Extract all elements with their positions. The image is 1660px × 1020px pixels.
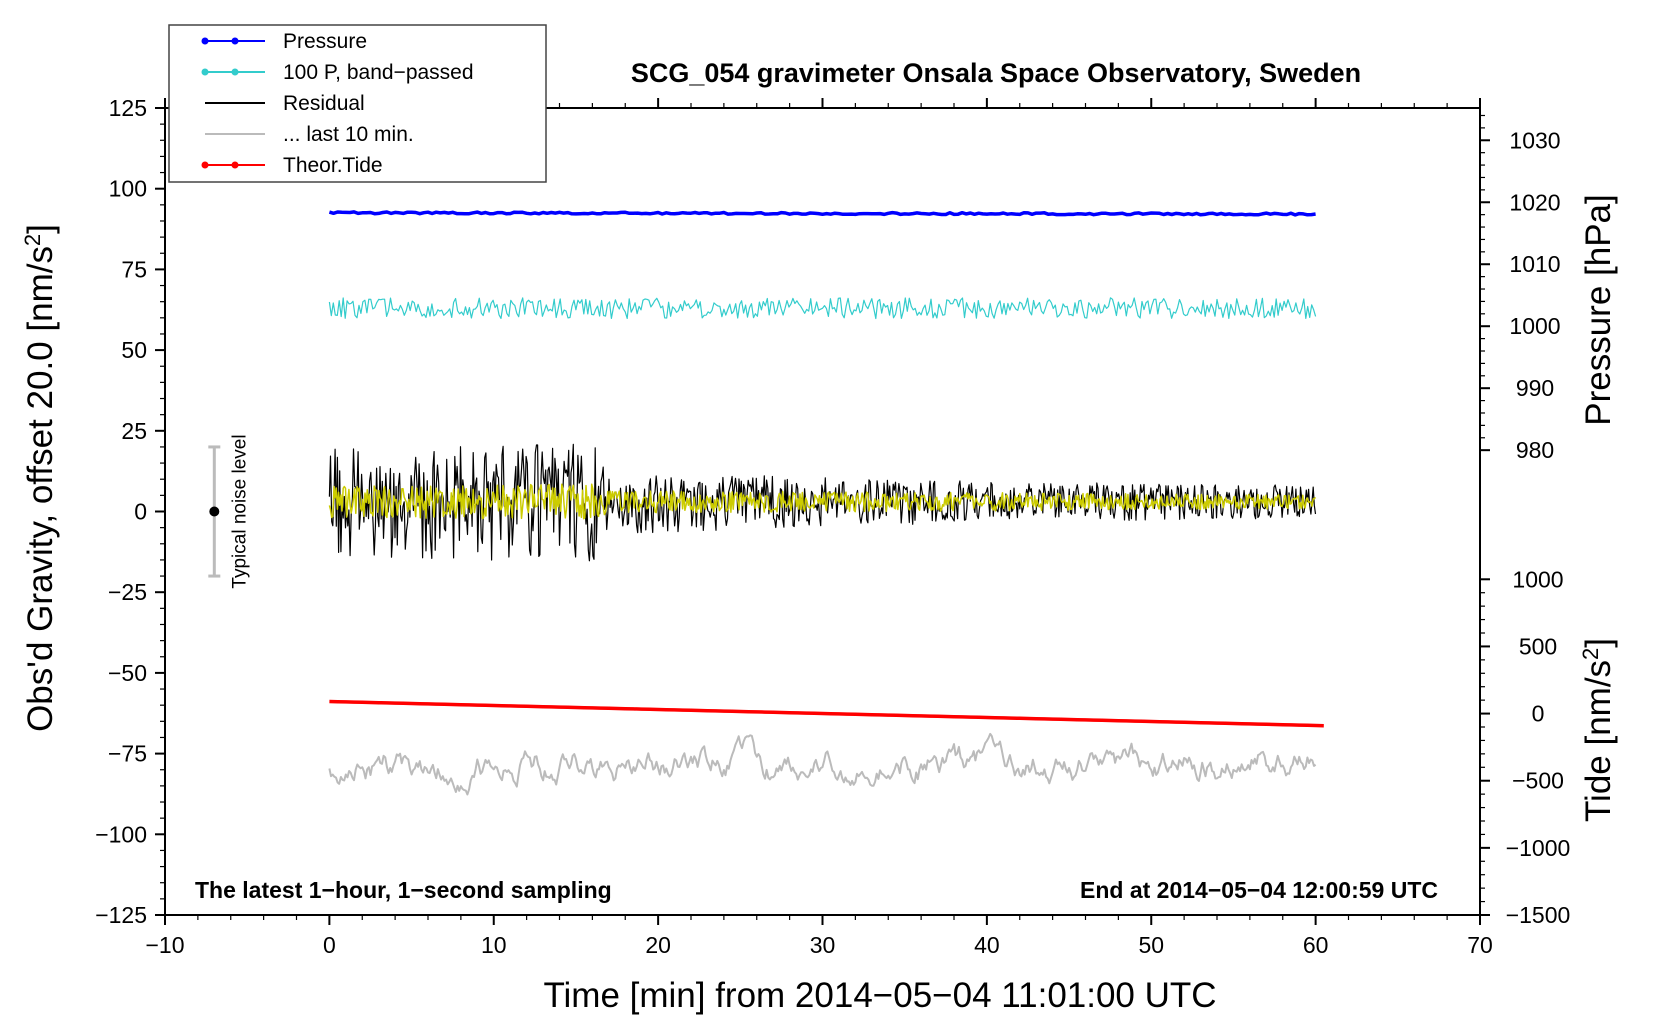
y-left-tick-label: −75	[108, 741, 147, 767]
y-left-tick-label: 125	[109, 95, 147, 121]
legend-label: Theor.Tide	[283, 154, 383, 177]
y-pressure-tick-label: 980	[1516, 437, 1554, 463]
y-axis-left-label: Obs'd Gravity, offset 20.0 [nm/s2]	[20, 224, 60, 732]
series-residual	[328, 443, 1317, 562]
note-end-time: End at 2014−05−04 12:00:59 UTC	[1080, 877, 1438, 903]
x-tick-label: 30	[810, 932, 836, 958]
legend-label: Residual	[283, 92, 365, 115]
x-tick-label: 50	[1138, 932, 1164, 958]
noise-level-dot	[209, 506, 220, 517]
series-last-10-min	[328, 732, 1317, 796]
x-tick-label: 20	[645, 932, 671, 958]
legend-marker	[201, 161, 209, 169]
y-axis-left-label-main: Obs'd Gravity, offset 20.0 [nm/s	[21, 246, 60, 732]
legend-marker	[201, 37, 209, 45]
y-left-tick-label: −50	[108, 660, 147, 686]
y-pressure-tick-label: 1020	[1509, 189, 1560, 215]
legend-label: Pressure	[283, 30, 367, 53]
series-residual-smoothed	[328, 483, 1317, 520]
x-tick-label: 60	[1303, 932, 1329, 958]
noise-level-indicator: Typical noise level	[208, 434, 250, 589]
y-axis-left-label-sup: 2	[20, 234, 45, 246]
y-left-tick-label: 50	[121, 337, 147, 363]
x-tick-label: 40	[974, 932, 1000, 958]
y-pressure-tick-label: 1010	[1509, 251, 1560, 277]
y-tide-tick-label: −500	[1512, 768, 1564, 794]
y-tide-tick-label: 500	[1519, 633, 1557, 659]
y-left-tick-label: −100	[95, 821, 147, 847]
chart-title: SCG_054 gravimeter Onsala Space Observat…	[631, 58, 1361, 88]
series-100-p-band-passed	[328, 297, 1317, 320]
legend-label: 100 P, band−passed	[283, 61, 474, 84]
noise-level-label: Typical noise level	[229, 434, 250, 588]
x-tick-label: −10	[145, 932, 184, 958]
series-group	[328, 210, 1324, 796]
y-left-tick-label: 25	[121, 418, 147, 444]
legend-marker	[201, 68, 209, 76]
y-pressure-tick-label: 1030	[1509, 127, 1560, 153]
y-tide-tick-label: 1000	[1512, 566, 1563, 592]
note-latest-hour: The latest 1−hour, 1−second sampling	[195, 877, 612, 903]
y-axis-tide-label-main: Tide [nm/s	[1579, 660, 1618, 822]
y-axis-left-label-tail: ]	[21, 224, 60, 234]
y-left-tick-label: 75	[121, 256, 147, 282]
legend: Pressure 100 P, band−passed Residual ... la…	[168, 24, 547, 183]
legend-label: ... last 10 min.	[283, 123, 414, 146]
axes-group: −10 0 10 20 30 40 50 60 701251007550250−25−50−75…	[95, 95, 1570, 958]
legend-marker	[231, 37, 239, 45]
series-pressure	[328, 210, 1316, 217]
y-axis-tide-label-sup: 2	[1578, 648, 1603, 660]
x-tick-label: 10	[481, 932, 507, 958]
y-axis-tide-label: Tide [nm/s2]	[1578, 638, 1618, 822]
y-tide-tick-label: −1000	[1506, 835, 1571, 861]
y-axis-tide-label-tail: ]	[1579, 638, 1618, 648]
y-left-tick-label: 0	[134, 499, 147, 525]
y-left-tick-label: −25	[108, 579, 147, 605]
y-tide-tick-label: 0	[1532, 701, 1545, 727]
y-left-tick-label: 100	[109, 176, 147, 202]
x-tick-label: 70	[1467, 932, 1493, 958]
legend-marker	[231, 161, 239, 169]
y-axis-pressure-label: Pressure [hPa]	[1579, 194, 1618, 426]
legend-marker	[231, 68, 239, 76]
x-axis-label: Time [min] from 2014−05−04 11:01:00 UTC	[543, 976, 1216, 1015]
y-left-tick-label: −125	[95, 902, 147, 928]
x-tick-label: 0	[323, 932, 336, 958]
series-theor-tide	[329, 699, 1324, 728]
y-pressure-tick-label: 1000	[1509, 313, 1560, 339]
y-pressure-tick-label: 990	[1516, 375, 1554, 401]
y-tide-tick-label: −1500	[1506, 902, 1571, 928]
